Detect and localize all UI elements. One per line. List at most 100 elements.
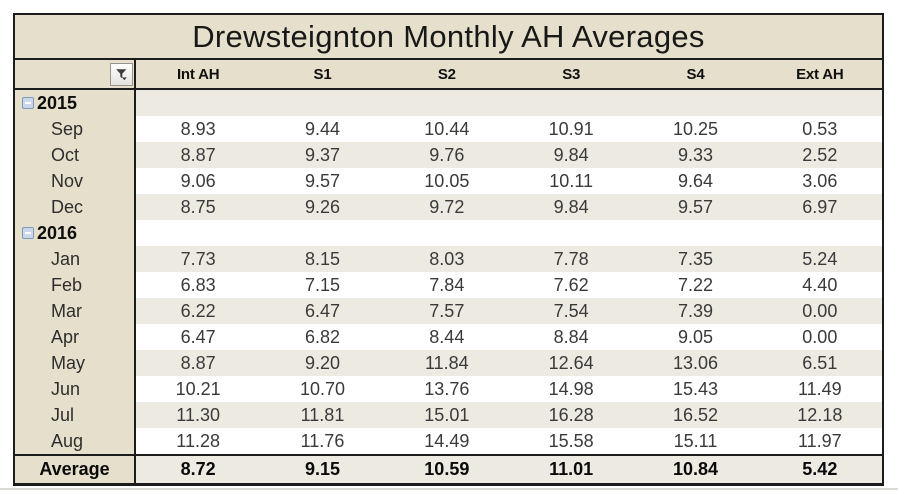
value-cell: 7.39 xyxy=(633,298,758,324)
table-row-jun: Jun 10.21 10.70 13.76 14.98 15.43 11.49 xyxy=(15,376,882,402)
collapse-2016-button[interactable] xyxy=(22,227,34,239)
filter-button[interactable] xyxy=(110,62,133,86)
column-header-int-ah: Int AH xyxy=(176,65,220,83)
row-label-apr: Apr xyxy=(15,324,136,350)
table-row-dec: Dec 8.75 9.26 9.72 9.84 9.57 6.97 xyxy=(15,194,882,220)
value-cell: 10.44 xyxy=(384,116,509,142)
row-label-may: May xyxy=(15,350,136,376)
average-cell: 11.01 xyxy=(509,456,634,483)
row-label-2016: 2016 xyxy=(15,220,136,246)
minus-icon xyxy=(25,232,31,234)
value-cell: 15.01 xyxy=(384,402,509,428)
value-cell: 11.84 xyxy=(384,350,509,376)
pivot-table: Drewsteignton Monthly AH Averages Int AH… xyxy=(13,13,884,486)
row-label-jul: Jul xyxy=(15,402,136,428)
value-cell: 15.11 xyxy=(633,428,758,454)
value-cell: 9.37 xyxy=(260,142,385,168)
value-cell: 11.28 xyxy=(136,428,261,454)
value-cell: 6.97 xyxy=(757,194,882,220)
average-cell: 5.42 xyxy=(757,456,882,483)
value-cell: 6.51 xyxy=(757,350,882,376)
value-cell: 8.87 xyxy=(136,142,261,168)
value-cell: 0.53 xyxy=(757,116,882,142)
value-cell: 16.28 xyxy=(509,402,634,428)
value-cell: 9.76 xyxy=(384,142,509,168)
value-cell: 8.03 xyxy=(384,246,509,272)
table-row-oct: Oct 8.87 9.37 9.76 9.84 9.33 2.52 xyxy=(15,142,882,168)
value-cell: 10.25 xyxy=(633,116,758,142)
average-row: Average 8.72 9.15 10.59 11.01 10.84 5.42 xyxy=(15,454,882,483)
value-cell: 9.72 xyxy=(384,194,509,220)
value-cell: 0.00 xyxy=(757,298,882,324)
value-cell: 16.52 xyxy=(633,402,758,428)
value-cell: 8.75 xyxy=(136,194,261,220)
value-cell: 7.73 xyxy=(136,246,261,272)
table-row-sep: Sep 8.93 9.44 10.44 10.91 10.25 0.53 xyxy=(15,116,882,142)
table-title: Drewsteignton Monthly AH Averages xyxy=(192,18,705,54)
value-cell: 11.76 xyxy=(260,428,385,454)
value-cell: 8.84 xyxy=(509,324,634,350)
filter-icon xyxy=(116,68,127,80)
value-cell: 12.18 xyxy=(757,402,882,428)
value-cell: 13.76 xyxy=(384,376,509,402)
value-cell: 9.06 xyxy=(136,168,261,194)
value-cell: 9.57 xyxy=(633,194,758,220)
table-row-jan: Jan 7.73 8.15 8.03 7.78 7.35 5.24 xyxy=(15,246,882,272)
row-label-nov: Nov xyxy=(15,168,136,194)
table-row-feb: Feb 6.83 7.15 7.84 7.62 7.22 4.40 xyxy=(15,272,882,298)
value-cell: 5.24 xyxy=(757,246,882,272)
value-cell: 3.06 xyxy=(757,168,882,194)
value-cell: 9.64 xyxy=(633,168,758,194)
value-cell: 9.44 xyxy=(260,116,385,142)
table-row-may: May 8.87 9.20 11.84 12.64 13.06 6.51 xyxy=(15,350,882,376)
value-cell: 4.40 xyxy=(757,272,882,298)
value-cell: 11.81 xyxy=(260,402,385,428)
value-cell: 2.52 xyxy=(757,142,882,168)
collapse-2015-button[interactable] xyxy=(22,97,34,109)
row-label-mar: Mar xyxy=(15,298,136,324)
value-cell: 7.35 xyxy=(633,246,758,272)
column-header-ext-ah: Ext AH xyxy=(796,65,844,83)
table-row-apr: Apr 6.47 6.82 8.44 8.84 9.05 0.00 xyxy=(15,324,882,350)
value-cell: 10.70 xyxy=(260,376,385,402)
header-row: Int AH S1 S2 S3 S4 Ext AH xyxy=(15,60,882,90)
value-cell: 10.05 xyxy=(384,168,509,194)
column-header-s3: S3 xyxy=(562,65,581,83)
value-cell: 7.54 xyxy=(509,298,634,324)
value-cell: 9.84 xyxy=(509,194,634,220)
value-cell: 7.78 xyxy=(509,246,634,272)
page-edge-line xyxy=(0,488,898,490)
column-header-s2: S2 xyxy=(437,65,456,83)
value-cell: 0.00 xyxy=(757,324,882,350)
value-cell: 7.22 xyxy=(633,272,758,298)
value-cell: 9.84 xyxy=(509,142,634,168)
value-cell: 13.06 xyxy=(633,350,758,376)
column-header-s1: S1 xyxy=(313,65,332,83)
year-row-spacer xyxy=(136,220,882,246)
row-label-feb: Feb xyxy=(15,272,136,298)
value-cell: 8.15 xyxy=(260,246,385,272)
average-cell: 8.72 xyxy=(136,456,261,483)
value-cell: 9.20 xyxy=(260,350,385,376)
row-label-2015: 2015 xyxy=(15,90,136,116)
row-label-aug: Aug xyxy=(15,428,136,454)
value-cell: 8.44 xyxy=(384,324,509,350)
value-cell: 10.91 xyxy=(509,116,634,142)
table-row-nov: Nov 9.06 9.57 10.05 10.11 9.64 3.06 xyxy=(15,168,882,194)
value-cell: 7.84 xyxy=(384,272,509,298)
value-cell: 7.62 xyxy=(509,272,634,298)
value-cell: 6.47 xyxy=(260,298,385,324)
value-cell: 6.22 xyxy=(136,298,261,324)
table-row-jul: Jul 11.30 11.81 15.01 16.28 16.52 12.18 xyxy=(15,402,882,428)
value-cell: 9.57 xyxy=(260,168,385,194)
value-cell: 11.30 xyxy=(136,402,261,428)
value-cell: 9.26 xyxy=(260,194,385,220)
row-label-oct: Oct xyxy=(15,142,136,168)
value-cell: 12.64 xyxy=(509,350,634,376)
column-header-s4: S4 xyxy=(686,65,705,83)
year-row-spacer xyxy=(136,90,882,116)
value-cell: 8.87 xyxy=(136,350,261,376)
row-label-average: Average xyxy=(15,456,136,483)
value-cell: 9.33 xyxy=(633,142,758,168)
value-cell: 10.21 xyxy=(136,376,261,402)
